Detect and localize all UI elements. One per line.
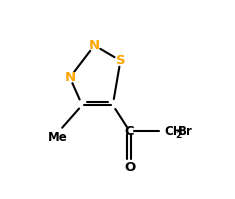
Text: C: C (125, 125, 134, 138)
Text: CH: CH (164, 125, 183, 138)
Text: 2: 2 (175, 131, 181, 140)
Text: N: N (64, 71, 75, 84)
Text: N: N (89, 39, 100, 52)
Text: Me: Me (48, 131, 67, 144)
Text: S: S (116, 54, 125, 67)
Text: Br: Br (178, 125, 192, 138)
Text: O: O (124, 161, 135, 174)
